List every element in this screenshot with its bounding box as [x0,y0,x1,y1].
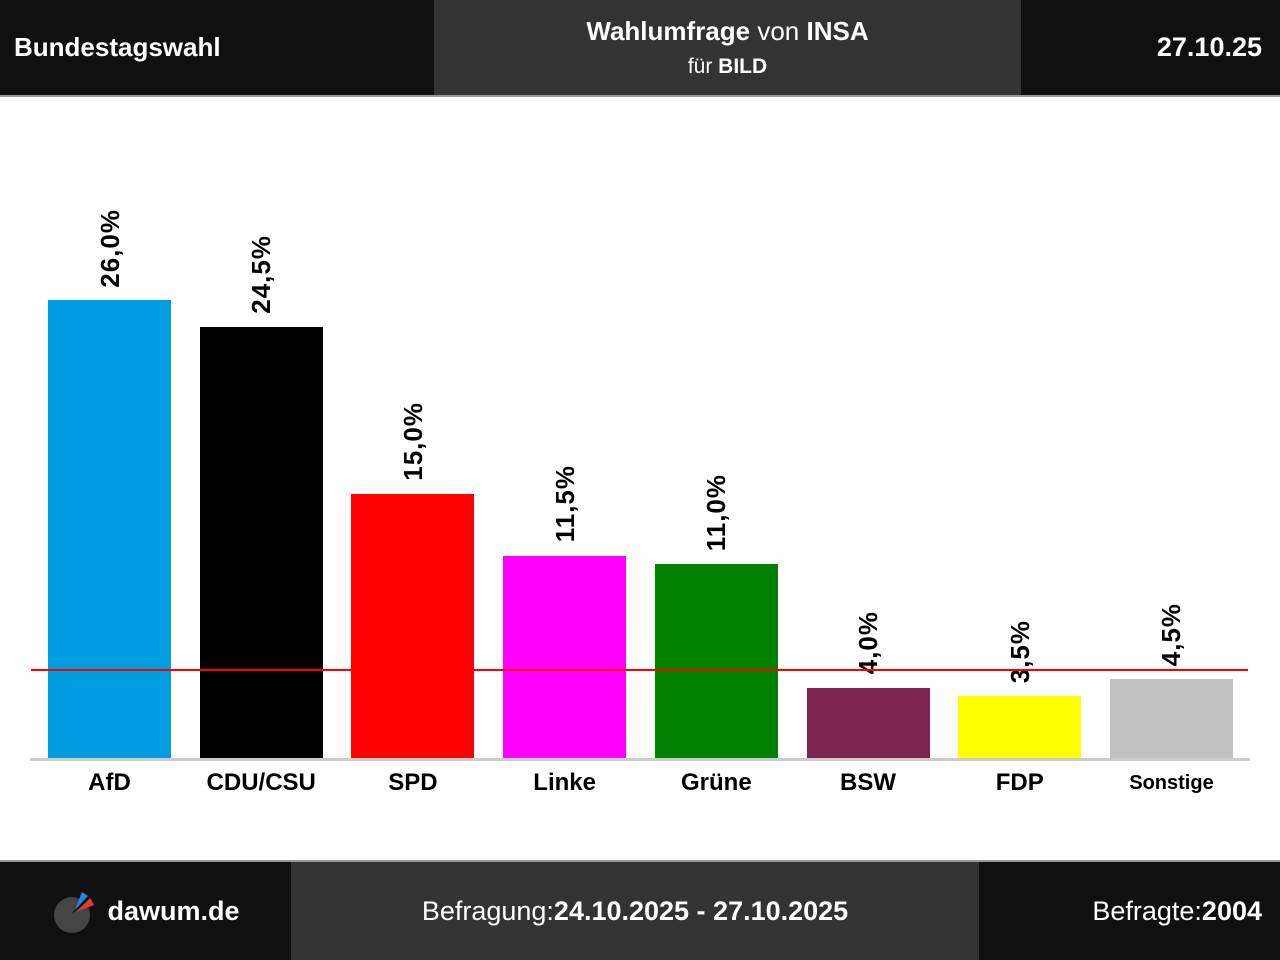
header-center-section: Wahlumfrage von INSA für BILD [434,0,1021,95]
bar-value-label-gr-ne: 11,0% [701,474,732,552]
pollster-name: INSA [806,16,869,46]
bar-value-label-cdu-csu: 24,5% [246,235,277,314]
category-label-fdp: FDP [995,769,1044,796]
category-label-cdu-csu: CDU/CSU [206,769,316,796]
bar-bsw [806,687,930,758]
bar-value-label-bsw: 4,0% [853,611,884,675]
category-label-bsw: BSW [840,769,897,796]
bar-chart: 26,0% AfD 24,5% CDU/CSU 15,0% SPD 11,5% Linke 11… [0,97,1280,860]
bar-linke [503,555,627,758]
dawum-pie-logo-icon [54,892,96,933]
bar-value-label-sonstige: 4,5% [1156,602,1187,666]
bar-fdp [958,696,1082,758]
category-label-spd: SPD [388,769,438,796]
bar-afd [48,300,171,758]
x-axis-line [30,758,1250,761]
category-label-afd: AfD [88,769,131,796]
survey-period-label: Befragung: [421,895,554,926]
bar-cdu-csu [199,326,323,758]
category-label-linke: Linke [533,769,596,796]
footer-respondents-section: Befragte: 2004 [979,862,1280,960]
bar-value-label-fdp: 3,5% [1004,620,1035,684]
client-connector: für [687,55,719,78]
footer-divider [0,860,1280,862]
bar-sonstige [1109,678,1233,758]
poll-title-connector: von [750,16,807,46]
poll-title-word: Wahlumfrage [586,16,751,46]
poll-title-line2: für BILD [688,55,767,79]
bar-value-label-spd: 15,0% [397,402,428,481]
poll-title-line1: Wahlumfrage von INSA [586,16,868,47]
header-right-section: 27.10.25 [1021,0,1280,95]
header-left-section: Bundestagswahl [0,0,434,95]
respondents-label: Befragte: [1092,895,1202,926]
bar-gr-ne [654,564,778,758]
survey-period-value: 24.10.2025 - 27.10.2025 [553,895,849,926]
election-title: Bundestagswahl [14,32,221,62]
category-label-sonstige: Sonstige [1129,772,1214,794]
header-divider [0,95,1280,97]
footer-bar: dawum.de Befragung: 24.10.2025 - 27.10.2… [0,862,1280,960]
respondents-value: 2004 [1201,895,1262,926]
bar-spd [351,494,475,758]
poll-date: 27.10.25 [1156,32,1262,62]
five-percent-threshold-line [31,669,1248,671]
bar-value-label-linke: 11,5% [549,465,580,543]
client-name: BILD [718,55,768,78]
footer-brand-section: dawum.de [0,862,291,960]
footer-survey-section: Befragung: 24.10.2025 - 27.10.2025 [291,862,979,960]
brand-name: dawum.de [107,895,240,926]
bar-value-label-afd: 26,0% [94,208,125,288]
category-label-gr-ne: Grüne [680,769,752,796]
header-bar: Bundestagswahl Wahlumfrage von INSA für … [0,0,1280,95]
